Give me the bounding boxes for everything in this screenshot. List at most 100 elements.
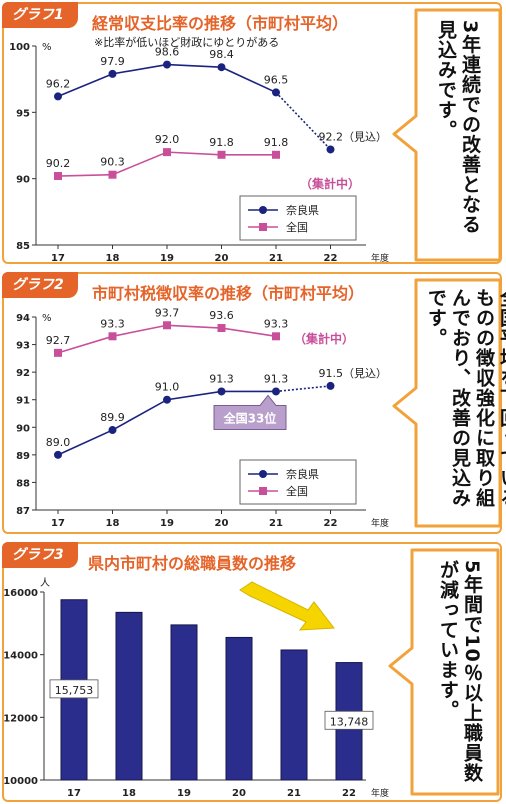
graph2-data-label-nara: 89.0	[46, 436, 71, 449]
graph2-y-tick-label: 93	[16, 341, 30, 352]
graph1-data-label-national: 90.2	[46, 157, 71, 170]
graph2-status-label: （集計中）	[294, 331, 354, 346]
graph1-x-tick-label: 21	[269, 253, 283, 262]
graph1-unit: %	[42, 42, 52, 53]
graph1-legend-marker-national	[259, 223, 267, 231]
graph1-x-tick-label: 20	[215, 253, 229, 262]
graph3-bar	[170, 624, 198, 781]
graph2-point-national	[163, 321, 171, 330]
graph2-rank-label: 全国33位	[223, 410, 277, 425]
graph2-y-tick-label: 88	[16, 478, 30, 489]
graph3-x-tick-label: 18	[122, 788, 136, 799]
graph1-y-tick-label: 90	[16, 175, 30, 186]
graph1-point-national	[108, 170, 117, 179]
graph2-legend-marker-nara	[259, 470, 267, 478]
graph1-legend-marker-nara	[259, 206, 267, 214]
graph2-y-tick-label: 87	[16, 506, 30, 517]
graph1-point-nara	[217, 63, 226, 72]
graph2-x-tick-label: 18	[106, 518, 120, 529]
graph3-bar	[225, 636, 253, 781]
graph3-y-tick-label: 10000	[4, 776, 38, 787]
graph3-data-label: 13,748	[330, 715, 369, 728]
graph2-point-nara	[272, 387, 280, 396]
graph1-title: 経常収支比率の推移（市町村平均）	[92, 14, 349, 33]
graph1-point-national	[217, 150, 226, 159]
graph3-callout-text: 5年間で10％以上職員数が減っています。	[437, 560, 483, 783]
graph2-point-nara	[326, 381, 335, 390]
graph3-panel: グラフ3 県内市町村の総職員数の推移 10000 12000 14000 16000 人…	[2, 542, 502, 802]
graph2-data-label-national: 93.6	[209, 309, 234, 322]
graph1-x-unit: 年度	[371, 252, 389, 262]
graph1-data-label-nara: 98.4	[209, 48, 234, 61]
graph2-callout-box	[392, 278, 500, 528]
graph1-data-label-national: 91.8	[264, 136, 289, 149]
graph2-y-tick-label: 91	[16, 396, 30, 407]
graph1-x-tick-label: 18	[106, 253, 120, 262]
graph2-callout-text: 全国平均を下回っているものの徴収強化に取り組んでおり、改善の見込みです。	[425, 288, 506, 508]
graph3-x-tick-label: 22	[342, 788, 356, 799]
graph1-point-national	[163, 148, 171, 157]
graph3-data-label-box	[49, 679, 99, 699]
graph2-y-tick-label: 90	[16, 423, 30, 434]
graph1-x-tick-label: 19	[160, 253, 174, 262]
graph2-x-tick-label: 22	[324, 518, 338, 529]
graph2-point-nara	[108, 426, 117, 435]
graph1-point-national	[54, 172, 62, 181]
graph3-y-tick-label: 14000	[4, 651, 38, 662]
graph1-data-label-nara: 96.5	[264, 73, 289, 86]
graph2-data-label-nara: 91.3	[209, 372, 234, 385]
graph2-point-nara	[217, 387, 226, 396]
graph2-legend-box	[239, 459, 357, 505]
graph2-point-national	[272, 332, 280, 341]
graph1-x-tick-label: 17	[51, 253, 65, 262]
graph3-tag: グラフ3	[2, 542, 78, 568]
graph2-legend-label-nara: 奈良県	[286, 467, 319, 481]
graph3-unit: 人	[40, 577, 50, 589]
graph1-legend-label-nara: 奈良県	[286, 203, 319, 217]
graph1-y-tick-label: 100	[9, 42, 30, 53]
graph2-forecast-label: 91.5（見込）	[319, 367, 388, 380]
graph1-y-tick-label: 85	[16, 241, 30, 252]
graph2-point-nara	[163, 395, 171, 404]
graph2-x-unit: 年度	[371, 517, 389, 529]
graph3-x-tick-label: 19	[177, 788, 191, 799]
graph1-point-nara	[54, 92, 62, 101]
graph1-note: ※比率が低いほど財政にゆとりがある	[94, 36, 280, 49]
graph2-panel: グラフ2 市町村税徴収率の推移（市町村平均） 87 88 89 90 91 92 93 94%…	[2, 272, 506, 534]
graph2-data-label-nara: 91.3	[264, 372, 289, 385]
graph1-data-label-nara: 97.9	[100, 55, 125, 68]
graph2-chart: 87 88 89 90 91 92 93 94 % 17 18 19 20 21 22 年度 89.0 89.9 9…	[16, 278, 500, 529]
graph1-data-label-national: 92.0	[155, 133, 180, 146]
graph2-data-label-nara: 91.0	[155, 381, 180, 394]
graph2-rank-box	[213, 394, 287, 430]
graph3-trend-arrow	[239, 581, 335, 631]
graph1-y-tick-label: 95	[16, 108, 30, 119]
graph2-y-tick-label: 92	[16, 368, 30, 379]
graph3-data-label: 15,753	[55, 684, 94, 697]
graph1-legend-box	[239, 195, 357, 241]
graph3-x-tick-label: 21	[287, 788, 301, 799]
graph1-point-nara	[326, 145, 335, 154]
graph2-point-nara	[54, 450, 62, 459]
graph1-data-label-nara: 98.6	[155, 46, 180, 59]
graph1-forecast-line-nara	[275, 91, 332, 151]
graph2-forecast-line-nara	[275, 385, 331, 393]
graph3-y-tick-label: 12000	[4, 713, 38, 724]
graph3-bar	[115, 611, 143, 781]
graph3-bar	[280, 649, 308, 781]
graph1-data-label-national: 90.3	[100, 156, 125, 169]
graph2-y-tick-label: 94	[16, 313, 30, 324]
graph2-data-label-nara: 89.9	[100, 411, 125, 424]
graph1-tag: グラフ1	[2, 2, 78, 28]
graph3-x-tick-label: 20	[232, 788, 246, 799]
graph1-chart: 85 90 95 100 % 17 18 19 20 21 22 年度 96.2 97.9 98.6 98.4…	[9, 8, 500, 262]
graph2-legend-marker-national	[259, 487, 267, 495]
graph2-legend-label-national: 全国	[286, 484, 308, 498]
graph1-point-nara	[108, 69, 117, 78]
graph1-point-nara	[163, 60, 171, 69]
graph2-point-national	[217, 324, 226, 333]
graph2-x-tick-label: 17	[51, 518, 65, 529]
graph2-line-national	[57, 324, 277, 354]
graph1-panel: グラフ1 経常収支比率の推移（市町村平均） ※比率が低いほど財政にゆとりがある …	[2, 2, 502, 264]
